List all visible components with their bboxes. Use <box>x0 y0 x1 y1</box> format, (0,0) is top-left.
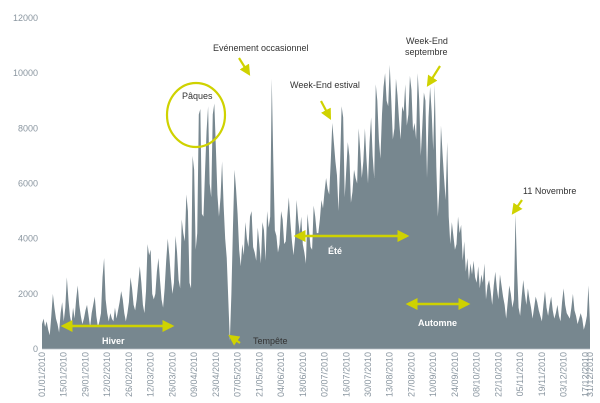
winter-label: Hiver <box>102 336 125 346</box>
x-tick-label: 15/01/2010 <box>59 352 69 397</box>
occasional-event-arrow <box>238 57 251 76</box>
y-tick-label: 10000 <box>13 68 38 78</box>
annotation-september-weekend-line2: septembre <box>405 47 448 57</box>
y-tick-label: 8000 <box>18 123 38 133</box>
y-tick-label: 0 <box>33 344 38 354</box>
x-tick-label: 01/01/2010 <box>37 352 47 397</box>
x-tick-label: 19/11/2010 <box>537 352 547 396</box>
x-tick-label: 17/12/2010 <box>580 352 590 397</box>
y-tick-label: 2000 <box>18 289 38 299</box>
x-tick-label: 31/12/2010 <box>585 352 595 397</box>
x-tick-label: 29/01/2010 <box>81 352 91 397</box>
daily-traffic-area <box>42 64 590 349</box>
x-tick-label: 27/08/2010 <box>407 352 417 397</box>
x-tick-label: 02/07/2010 <box>320 352 330 397</box>
september-weekend-arrow <box>426 65 441 87</box>
x-tick-label: 21/05/2010 <box>254 352 264 397</box>
x-tick-label: 30/07/2010 <box>363 352 373 397</box>
y-tick-label: 12000 <box>13 13 38 23</box>
x-tick-label: 26/03/2010 <box>167 352 177 397</box>
armistice-arrow <box>511 199 523 215</box>
x-tick-label: 18/06/2010 <box>298 352 308 397</box>
x-tick-label: 04/06/2010 <box>276 352 286 397</box>
annotation-storm: Tempête <box>253 336 288 346</box>
y-tick-label: 4000 <box>18 234 38 244</box>
x-tick-label: 09/04/2010 <box>189 352 199 397</box>
annotation-easter: Pâques <box>182 91 213 101</box>
x-tick-label: 10/09/2010 <box>428 352 438 397</box>
period-summer: Été <box>293 230 410 256</box>
x-axis: 01/01/2010 15/01/2010 29/01/2010 12/02/2010… <box>37 352 595 397</box>
x-tick-label: 22/10/2010 <box>493 352 503 397</box>
x-tick-label: 23/04/2010 <box>211 352 221 397</box>
x-tick-label: 03/12/2010 <box>559 352 569 397</box>
annotation-armistice: 11 Novembre <box>523 186 576 196</box>
period-autumn: Automne <box>405 298 471 328</box>
x-tick-label: 26/02/2010 <box>124 352 134 397</box>
summer-weekend-arrow <box>320 100 332 120</box>
x-tick-label: 16/07/2010 <box>341 352 351 397</box>
x-tick-label: 07/05/2010 <box>233 352 243 397</box>
x-tick-label: 08/10/2010 <box>472 352 482 397</box>
storm-arrow <box>228 334 241 346</box>
y-axis: 0 2000 4000 6000 8000 10000 12000 <box>13 13 38 354</box>
x-tick-label: 24/09/2010 <box>450 352 460 397</box>
easter-highlight-circle <box>165 81 227 149</box>
x-tick-label: 05/11/2010 <box>515 352 525 396</box>
x-tick-label: 12/02/2010 <box>102 352 112 397</box>
summer-label: Été <box>328 246 342 256</box>
annotation-occasional-event: Evénement occasionnel <box>213 43 309 53</box>
annotation-summer-weekend: Week-End estival <box>290 80 360 90</box>
period-winter: Hiver <box>60 320 175 346</box>
y-tick-label: 6000 <box>18 179 38 189</box>
x-tick-label: 12/03/2010 <box>146 352 156 397</box>
x-tick-label: 13/08/2010 <box>385 352 395 397</box>
autumn-label: Automne <box>418 318 457 328</box>
annotation-september-weekend-line1: Week-End <box>406 36 448 46</box>
